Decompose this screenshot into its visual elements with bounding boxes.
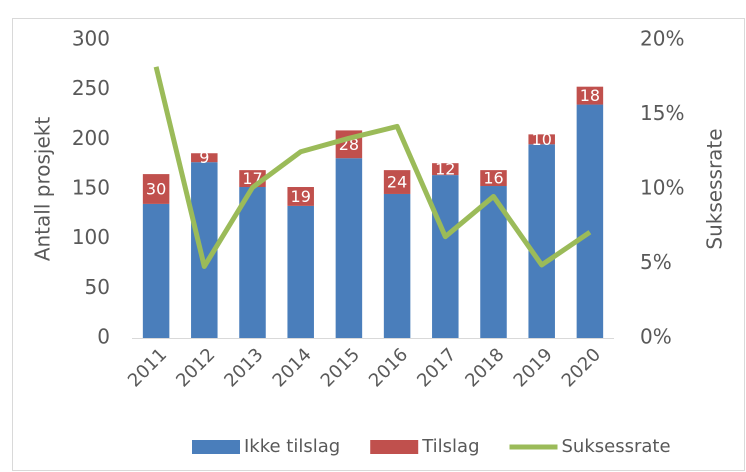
- legend-swatch: [370, 440, 419, 454]
- y-tick-label: 200: [72, 126, 110, 150]
- chart-frame: [12, 18, 745, 471]
- x-tick-label: 2013: [220, 344, 267, 391]
- bar-segment: [191, 153, 218, 163]
- y-axis-label: Antall prosjekt: [31, 117, 55, 262]
- y-tick-label: 50: [85, 275, 110, 299]
- y-tick-label: 300: [72, 27, 110, 51]
- data-label: 12: [435, 160, 455, 179]
- bar-segment: [576, 86, 604, 105]
- bar-segment: [480, 170, 507, 187]
- y2-tick-label: 20%: [640, 27, 684, 51]
- y-tick-label: 150: [72, 176, 110, 200]
- legend-label: Suksessrate: [562, 436, 671, 457]
- bar-segment: [383, 193, 411, 338]
- data-label: 24: [387, 173, 407, 192]
- data-label: 10: [532, 130, 552, 149]
- legend-swatch: [192, 440, 240, 454]
- legend-label: Ikke tilslag: [244, 436, 340, 457]
- x-tick-label: 2016: [365, 344, 412, 391]
- x-tick-label: 2014: [269, 344, 316, 391]
- bar-segment: [142, 174, 170, 204]
- x-tick-label: 2012: [172, 344, 219, 391]
- y2-tick-label: 5%: [640, 250, 672, 274]
- data-label: 30: [146, 180, 166, 199]
- bar-segment: [287, 187, 314, 206]
- y2-tick-label: 10%: [640, 176, 684, 200]
- x-tick-label: 2019: [510, 344, 557, 391]
- data-label: 9: [199, 148, 209, 167]
- bar-segment: [528, 134, 555, 145]
- x-tick-label: 2018: [461, 344, 508, 391]
- bar-segment: [432, 175, 459, 338]
- bar-segment: [335, 158, 363, 338]
- x-tick-label: 2017: [413, 344, 460, 391]
- x-tick-label: 2015: [317, 344, 364, 391]
- bar-segment: [239, 187, 266, 338]
- y2-tick-label: 0%: [640, 325, 672, 349]
- data-label: 16: [483, 169, 503, 188]
- y2-tick-label: 15%: [640, 101, 684, 125]
- bar-segment: [142, 203, 170, 338]
- x-tick-label: 2011: [124, 344, 171, 391]
- x-tick-label: 2020: [558, 344, 605, 391]
- bar-segment: [287, 205, 314, 338]
- data-label: 19: [291, 187, 311, 206]
- legend-label: Tilslag: [421, 436, 479, 457]
- y-tick-label: 0: [97, 325, 110, 349]
- bar-segment: [383, 170, 411, 194]
- bar-segment: [432, 163, 459, 176]
- y-tick-label: 100: [72, 225, 110, 249]
- bar-segment: [528, 144, 555, 338]
- data-label: 18: [580, 86, 600, 105]
- line-series: [153, 66, 592, 269]
- y-tick-label: 250: [72, 76, 110, 100]
- bar-segment: [576, 104, 604, 338]
- y2-axis-label: Suksessrate: [703, 128, 727, 249]
